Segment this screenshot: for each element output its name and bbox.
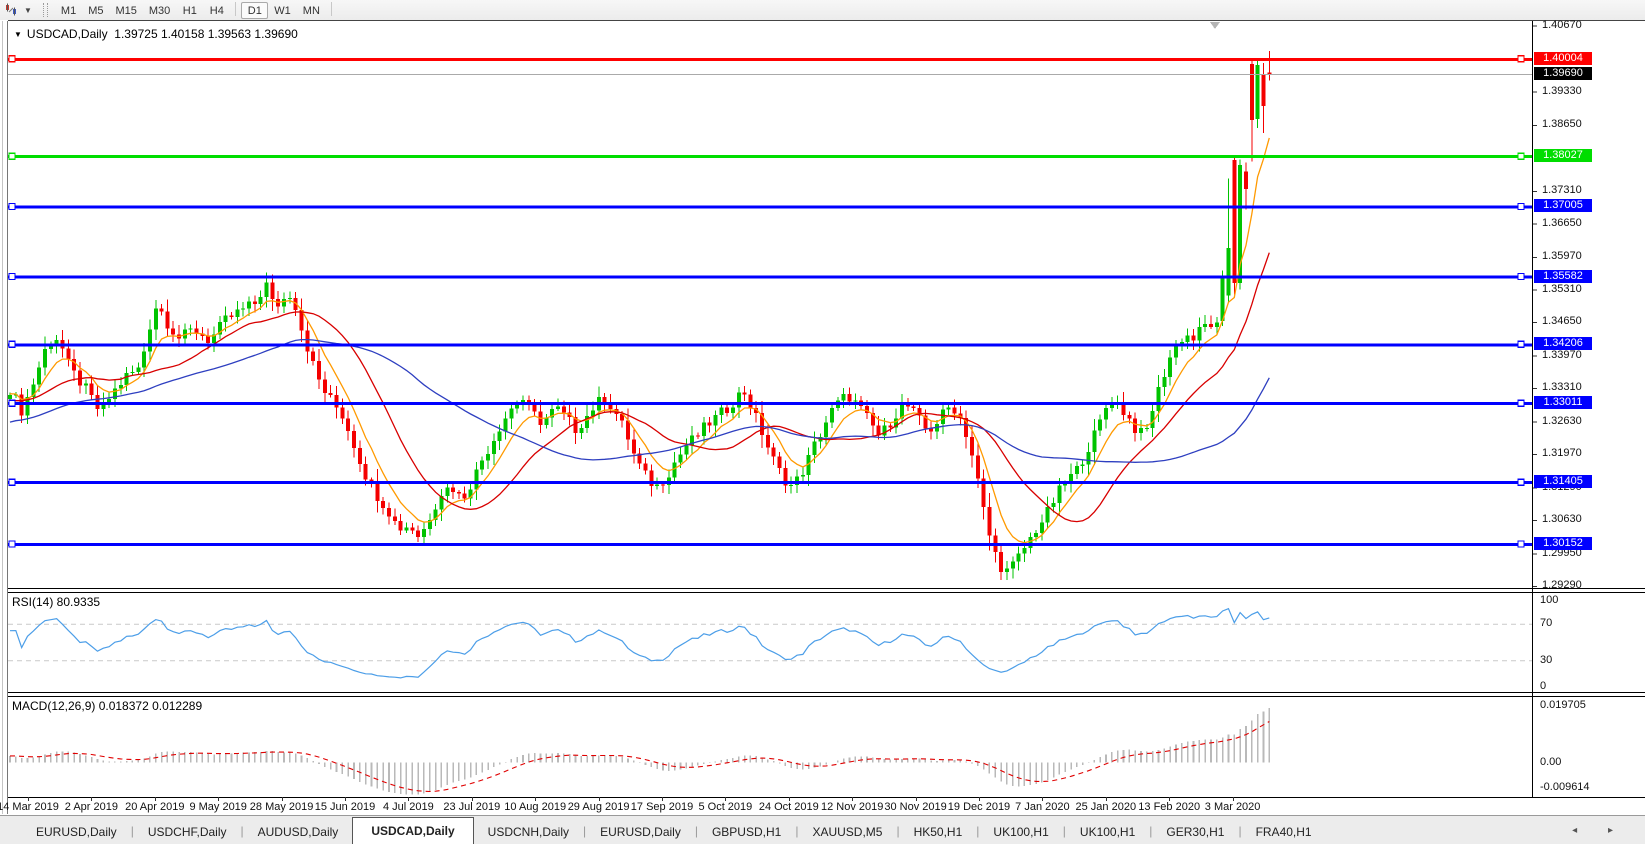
price-axis-tick: 1.33970: [1542, 348, 1582, 361]
chart-tab-audusd-daily[interactable]: AUDUSD,Daily: [257, 825, 339, 839]
date-axis-label: 29 Aug 2019: [567, 801, 630, 813]
date-axis-label: 2 Apr 2019: [64, 801, 118, 813]
price-level-chip: 1.40004: [1534, 51, 1592, 65]
rsi-axis-tick: 70: [1540, 617, 1553, 630]
date-axis-label: 25 Jan 2020: [1075, 801, 1137, 813]
date-axis-label: 5 Oct 2019: [698, 801, 753, 813]
price-axis-tick: 1.37310: [1542, 184, 1582, 197]
macd-axis-tick: -0.009614: [1540, 781, 1590, 793]
price-axis-tick: 1.38650: [1542, 118, 1582, 131]
chart-canvas[interactable]: [0, 20, 1645, 815]
toolbar-grip[interactable]: [42, 3, 48, 17]
chart-symbol-icon[interactable]: [3, 2, 23, 18]
chevron-down-icon[interactable]: ▼: [24, 5, 32, 15]
date-axis-label: 10 Aug 2019: [504, 801, 567, 813]
tab-separator: |: [1062, 824, 1066, 838]
price-axis-tick: 1.29290: [1542, 579, 1582, 592]
macd-axis-tick: 0.019705: [1540, 699, 1586, 711]
price-axis-tick: 1.40670: [1542, 19, 1582, 31]
date-axis-label: 9 May 2019: [189, 801, 247, 813]
chart-window[interactable]: ▼ USDCAD,Daily 1.39725 1.40158 1.39563 1.…: [0, 19, 1645, 815]
tab-separator: |: [583, 824, 587, 838]
timeframe-button-m5[interactable]: M5: [88, 4, 104, 17]
chart-tab-fra40-h1[interactable]: FRA40,H1: [1255, 825, 1312, 839]
timeframe-button-mn[interactable]: MN: [302, 4, 320, 17]
price-level-chip: 1.37005: [1534, 199, 1592, 213]
current-price-chip: 1.39690: [1534, 67, 1592, 81]
tab-separator: |: [976, 824, 980, 838]
timeframe-button-m30[interactable]: M30: [148, 4, 171, 17]
price-axis-tick: 1.31970: [1542, 447, 1582, 460]
price-level-chip: 1.34206: [1534, 337, 1592, 351]
tab-separator: |: [1238, 824, 1242, 838]
date-axis-label: 19 Dec 2019: [947, 801, 1011, 813]
date-axis-label: 13 Feb 2020: [1138, 801, 1201, 813]
date-axis-label: 24 Oct 2019: [758, 801, 819, 813]
price-level-chip: 1.30152: [1534, 536, 1592, 550]
chart-tab-gbpusd-h1[interactable]: GBPUSD,H1: [711, 825, 782, 839]
price-axis-tick: 1.36650: [1542, 216, 1582, 229]
date-axis-label: 23 Jul 2019: [443, 801, 501, 813]
price-axis-tick: 1.32630: [1542, 414, 1582, 427]
price-level-chip: 1.31405: [1534, 475, 1592, 489]
chart-tab-eurusd-daily[interactable]: EURUSD,Daily: [36, 825, 117, 839]
rsi-axis-tick: 30: [1540, 653, 1553, 666]
date-axis-label: 30 Nov 2019: [884, 801, 947, 813]
toolbar-separator: [235, 1, 237, 16]
price-level-chip: 1.35582: [1534, 269, 1592, 283]
timeframe-button-d1[interactable]: D1: [241, 1, 269, 19]
chart-tab-usdcad-daily[interactable]: USDCAD,Daily: [352, 817, 474, 844]
date-axis-label: 28 May 2019: [249, 801, 314, 813]
timeframe-button-m15[interactable]: M15: [115, 4, 137, 17]
date-axis-label: 7 Jan 2020: [1015, 801, 1070, 813]
chart-tab-eurusd-daily[interactable]: EURUSD,Daily: [600, 825, 681, 839]
price-axis-tick: 1.35310: [1542, 282, 1582, 295]
price-axis-tick: 1.39330: [1542, 84, 1582, 97]
chart-title: ▼ USDCAD,Daily 1.39725 1.40158 1.39563 1.…: [14, 27, 298, 41]
rsi-axis-tick: 100: [1540, 594, 1559, 606]
timeframe-button-h4[interactable]: H4: [209, 4, 224, 17]
date-axis-label: 20 Apr 2019: [125, 801, 185, 813]
rsi-indicator-label: RSI(14) 80.9335: [12, 595, 101, 609]
date-axis-label: 4 Jul 2019: [383, 801, 434, 813]
price-axis-tick: 1.33310: [1542, 381, 1582, 394]
date-axis-label: 14 Mar 2019: [0, 801, 59, 813]
price-level-chip: 1.33011: [1534, 396, 1592, 410]
tab-scroll-arrows[interactable]: ◂ ▸: [1572, 825, 1627, 836]
macd-indicator-label: MACD(12,26,9) 0.018372 0.012289: [12, 699, 203, 713]
chart-tab-bar: EURUSD,Daily | USDCHF,Daily | AUDUSD,Daily US…: [0, 815, 1645, 844]
date-axis-label: 12 Nov 2019: [820, 801, 884, 813]
ohlc-readout: 1.39725 1.40158 1.39563 1.39690: [114, 27, 298, 41]
price-level-chip: 1.38027: [1534, 149, 1592, 163]
tab-separator: |: [1149, 824, 1153, 838]
symbol-dropdown-icon[interactable]: ▼: [14, 30, 22, 39]
date-axis-label: 17 Sep 2019: [630, 801, 694, 813]
tab-separator: |: [130, 824, 134, 838]
chart-tab-ger30-h1[interactable]: GER30,H1: [1166, 825, 1225, 839]
price-axis-tick: 1.30630: [1542, 513, 1582, 526]
price-axis-tick: 1.34650: [1542, 315, 1582, 328]
chart-tab-usdchf-daily[interactable]: USDCHF,Daily: [147, 825, 227, 839]
tab-separator: |: [896, 824, 900, 838]
chart-tab-uk100-h1[interactable]: UK100,H1: [1079, 825, 1136, 839]
macd-axis-tick: 0.00: [1540, 755, 1562, 768]
toolbar-separator: [330, 1, 332, 16]
timeframe-button-w1[interactable]: W1: [274, 4, 291, 17]
rsi-axis-tick: 0: [1540, 680, 1547, 692]
date-axis-label: 15 Jun 2019: [314, 801, 376, 813]
chart-tab-xauusd-m5[interactable]: XAUUSD,M5: [812, 825, 883, 839]
tab-separator: |: [795, 824, 799, 838]
tab-separator: |: [694, 824, 698, 838]
chart-tab-usdcnh-daily[interactable]: USDCNH,Daily: [487, 825, 570, 839]
timeframe-button-h1[interactable]: H1: [182, 4, 197, 17]
timeframe-toolbar: ▼ M1 M5 M15 M30 H1 H4 D1 W1 MN: [0, 0, 1645, 20]
timeframe-button-m1[interactable]: M1: [60, 4, 77, 17]
tab-separator: |: [240, 824, 244, 838]
date-axis-label: 3 Mar 2020: [1204, 801, 1261, 813]
chart-tab-hk50-h1[interactable]: HK50,H1: [913, 825, 963, 839]
chart-tab-uk100-h1[interactable]: UK100,H1: [993, 825, 1049, 839]
price-axis-tick: 1.35970: [1542, 250, 1582, 263]
